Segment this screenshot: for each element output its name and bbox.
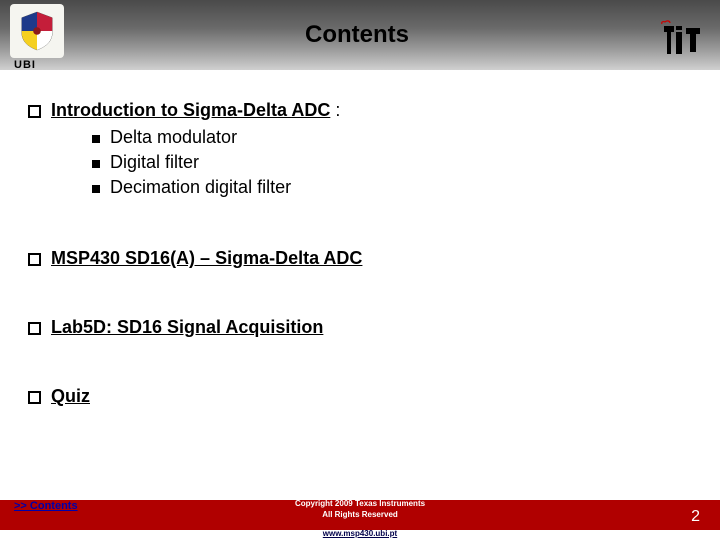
- outline-link[interactable]: Lab5D: SD16 Signal Acquisition: [51, 317, 323, 338]
- square-bullet-icon: [28, 391, 41, 404]
- shield-icon: [18, 10, 56, 52]
- copyright-text: Copyright 2009 Texas Instruments All Rig…: [295, 499, 425, 520]
- copyright-line2: All Rights Reserved: [322, 510, 398, 519]
- outline-item: Lab5D: SD16 Signal Acquisition: [28, 317, 692, 338]
- outline-link[interactable]: Quiz: [51, 386, 90, 407]
- page-number: 2: [691, 508, 700, 526]
- square-bullet-icon: [28, 322, 41, 335]
- ti-logo: [660, 20, 706, 60]
- subitem-label: Delta modulator: [110, 127, 237, 148]
- slide-header: UBI Contents: [0, 0, 720, 70]
- outline-item: Quiz: [28, 386, 692, 407]
- outline-item: MSP430 SD16(A) – Sigma-Delta ADC: [28, 248, 692, 269]
- subitem-label: Digital filter: [110, 152, 199, 173]
- outline-link[interactable]: MSP430 SD16(A) – Sigma-Delta ADC: [51, 248, 362, 269]
- small-square-bullet-icon: [92, 185, 100, 193]
- square-bullet-icon: [28, 253, 41, 266]
- outline-suffix: :: [330, 100, 340, 120]
- subitem-label: Decimation digital filter: [110, 177, 291, 198]
- slide-title: Contents: [64, 21, 720, 49]
- square-bullet-icon: [28, 105, 41, 118]
- outline-subitem: Digital filter: [92, 152, 692, 173]
- footer-url[interactable]: www.msp430.ubi.pt: [323, 529, 397, 538]
- small-square-bullet-icon: [92, 135, 100, 143]
- contents-link[interactable]: >> Contents: [14, 500, 78, 512]
- small-square-bullet-icon: [92, 160, 100, 168]
- ubi-crest-logo: [10, 4, 64, 58]
- slide-body: Introduction to Sigma-Delta ADC : Delta …: [0, 70, 720, 407]
- outline-subitem: Delta modulator: [92, 127, 692, 148]
- copyright-line1: Copyright 2009 Texas Instruments: [295, 499, 425, 508]
- outline-subitem: Decimation digital filter: [92, 177, 692, 198]
- outline-link[interactable]: Introduction to Sigma-Delta ADC: [51, 100, 330, 120]
- outline-sublist: Delta modulator Digital filter Decimatio…: [28, 127, 692, 198]
- org-label: UBI: [14, 59, 36, 71]
- slide-footer: >> Contents Copyright 2009 Texas Instrum…: [0, 496, 720, 540]
- outline-item: Introduction to Sigma-Delta ADC :: [28, 100, 692, 121]
